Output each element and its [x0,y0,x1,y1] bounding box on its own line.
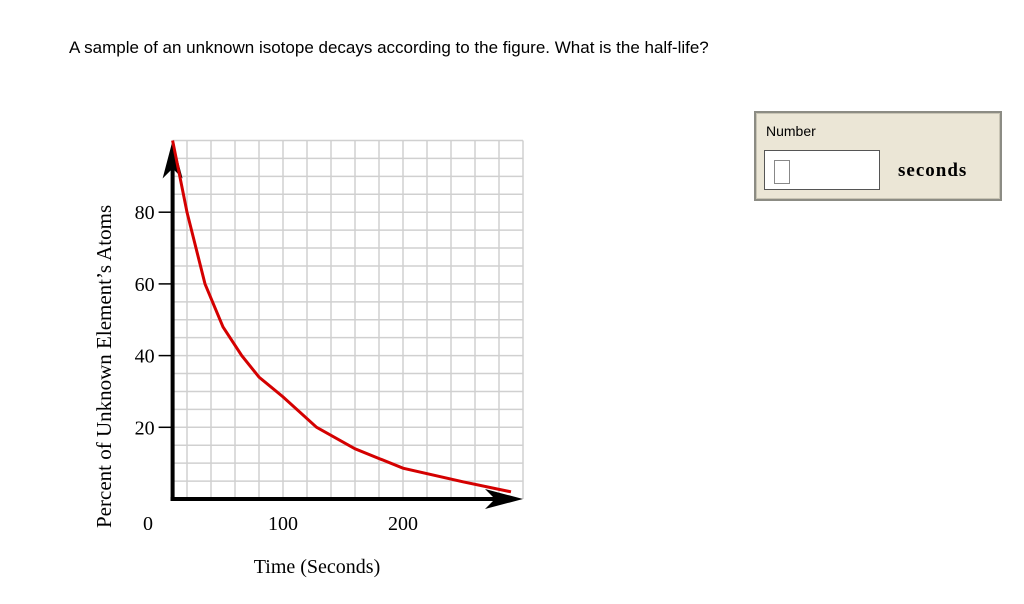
input-cursor-box [774,160,790,184]
x-tick-label: 0 [143,513,153,535]
x-axis-label: Time (Seconds) [254,556,380,578]
x-tick-label: 100 [268,513,298,535]
decay-chart: 20 40 60 80 0 100 200 Percent of Unknown Eleme… [92,139,524,578]
y-tick-label: 80 [135,202,155,224]
y-axis-label: Percent of Unknown Element’s Atoms [92,205,116,528]
decay-curve [171,140,512,494]
x-axis-arrow-icon [485,489,523,509]
question-text: A sample of an unknown isotope decays ac… [69,38,709,57]
answer-panel: Number seconds [754,111,1002,201]
y-tick-label: 60 [135,274,155,296]
y-tick-label: 40 [135,346,155,368]
unit-label: seconds [898,160,968,181]
number-label: Number [766,123,816,139]
x-tick-label: 200 [388,513,418,535]
number-input[interactable] [764,150,880,190]
y-tick-label: 20 [135,417,155,439]
